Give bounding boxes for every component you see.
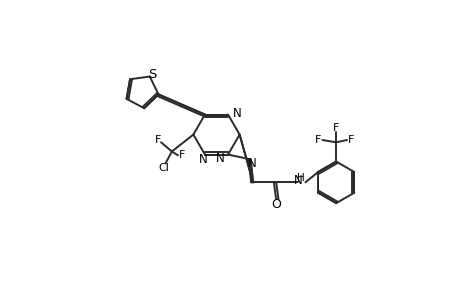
Text: N: N [293, 174, 302, 187]
Text: N: N [199, 154, 207, 166]
Text: S: S [147, 68, 156, 81]
Text: N: N [232, 106, 241, 119]
Text: F: F [332, 123, 339, 134]
Text: H: H [296, 173, 304, 184]
Text: F: F [155, 135, 161, 145]
Text: N: N [247, 158, 256, 170]
Text: O: O [271, 198, 280, 211]
Text: Cl: Cl [158, 163, 169, 173]
Text: F: F [178, 150, 185, 160]
Text: N: N [216, 152, 224, 165]
Text: F: F [314, 135, 321, 145]
Text: F: F [347, 135, 353, 145]
